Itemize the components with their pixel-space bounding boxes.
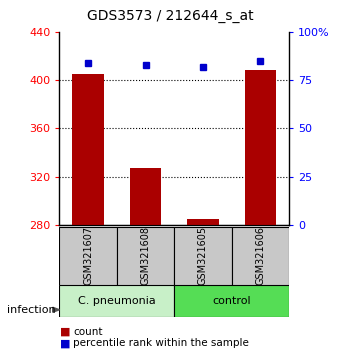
Bar — [244, 70, 276, 225]
Bar — [59, 227, 117, 285]
Bar — [59, 285, 174, 317]
Text: GSM321608: GSM321608 — [140, 226, 151, 285]
Bar — [232, 227, 289, 285]
Bar — [187, 219, 219, 225]
Polygon shape — [53, 307, 60, 312]
Text: GSM321607: GSM321607 — [83, 226, 93, 285]
Text: infection: infection — [7, 305, 55, 315]
Text: ■: ■ — [59, 327, 70, 337]
Bar — [117, 227, 174, 285]
Text: GDS3573 / 212644_s_at: GDS3573 / 212644_s_at — [87, 9, 253, 23]
Text: control: control — [212, 296, 251, 306]
Text: percentile rank within the sample: percentile rank within the sample — [73, 338, 249, 348]
Bar — [130, 168, 162, 225]
Text: GSM321606: GSM321606 — [255, 226, 265, 285]
Text: count: count — [73, 327, 103, 337]
Text: ■: ■ — [59, 338, 70, 348]
Bar — [72, 74, 104, 225]
Bar — [174, 227, 232, 285]
Text: C. pneumonia: C. pneumonia — [78, 296, 156, 306]
Text: GSM321605: GSM321605 — [198, 226, 208, 285]
Bar — [174, 285, 289, 317]
